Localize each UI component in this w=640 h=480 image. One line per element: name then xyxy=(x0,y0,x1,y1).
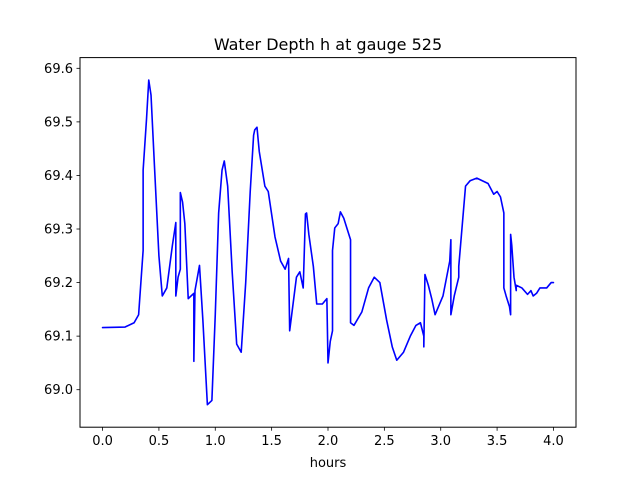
x-tick-label: 3.5 xyxy=(487,434,508,449)
x-tick-label: 2.0 xyxy=(318,434,339,449)
series-layer xyxy=(101,79,555,406)
series-line-1 xyxy=(101,79,555,406)
y-tick-label: 69.4 xyxy=(44,169,73,184)
y-tick-label: 69.0 xyxy=(44,383,73,398)
x-axis-label: hours xyxy=(310,456,347,471)
plot-area xyxy=(79,57,577,428)
x-axis: 0.0 0.5 1.0 1.5 2.0 2.5 3.0 3.5 4.0 xyxy=(92,427,564,449)
y-tick-label: 69.1 xyxy=(44,330,73,345)
y-tick-label: 69.6 xyxy=(44,62,73,77)
x-tick-label: 1.0 xyxy=(205,434,226,449)
x-tick-label: 0.0 xyxy=(92,434,113,449)
chart-title: Water Depth h at gauge 525 xyxy=(214,35,442,54)
x-tick-label: 1.5 xyxy=(261,434,282,449)
y-tick-label: 69.2 xyxy=(44,276,73,291)
y-tick-label: 69.5 xyxy=(44,115,73,130)
plot-frame xyxy=(79,57,577,428)
x-tick-label: 2.5 xyxy=(374,434,395,449)
x-tick-label: 3.0 xyxy=(430,434,451,449)
x-tick-label: 0.5 xyxy=(149,434,170,449)
x-tick-label: 4.0 xyxy=(543,434,564,449)
y-tick-label: 69.3 xyxy=(44,223,73,238)
y-axis: 69.0 69.1 69.2 69.3 69.4 69.5 69.6 xyxy=(44,62,80,398)
